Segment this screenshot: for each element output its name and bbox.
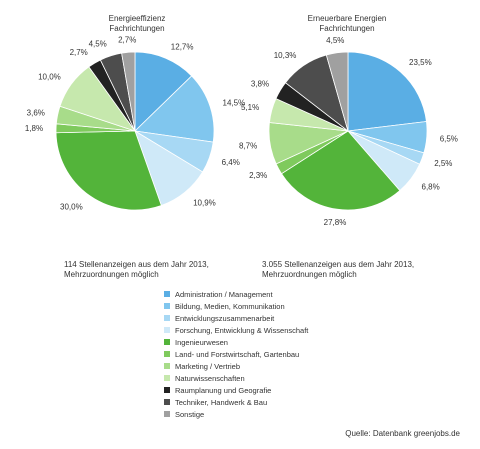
slice-label: 3,8% [251, 80, 269, 89]
legend-item: Ingenieurwesen [164, 336, 384, 348]
slice-label: 14,5% [223, 99, 246, 108]
legend: Administration / Management Bildung, Med… [164, 288, 384, 420]
legend-label: Entwicklungszusammenarbeit [175, 313, 275, 323]
slice-label: 6,4% [222, 158, 240, 167]
pie-erneuerbare-energien: 23,5% 6,5% 2,5% 6,8% 27,8% 2,3% 8,7% 5,1% 3,8% 10… [239, 14, 458, 227]
legend-item: Marketing / Vertrieb [164, 360, 384, 372]
chart-title-line: Fachrichtungen [319, 24, 374, 33]
legend-swatch [164, 375, 170, 381]
sample-note-erneuerbare: 3.055 Stellenanzeigen aus dem Jahr 2013,… [262, 260, 462, 280]
legend-label: Bildung, Medien, Kommunikation [175, 301, 285, 311]
legend-swatch [164, 315, 170, 321]
legend-swatch [164, 303, 170, 309]
slice-label: 2,5% [434, 159, 452, 168]
slice-label: 5,1% [241, 103, 259, 112]
legend-item: Sonstige [164, 408, 384, 420]
pie-energieeffizienz: 12,7% 14,5% 6,4% 10,9% 30,0% 1,8% 3,6% 10,0% 2,7… [25, 14, 245, 212]
legend-swatch [164, 327, 170, 333]
note-line: 114 Stellenanzeigen aus dem Jahr 2013, [64, 260, 209, 269]
chart-title-line: Energieeffizienz [109, 14, 166, 23]
slice-label: 27,8% [324, 218, 347, 227]
note-line: Mehrzuordnungen möglich [262, 270, 357, 279]
legend-item: Bildung, Medien, Kommunikation [164, 300, 384, 312]
legend-swatch [164, 351, 170, 357]
legend-label: Marketing / Vertrieb [175, 361, 241, 371]
pie-slice [134, 75, 215, 143]
slice-label: 4,5% [326, 36, 344, 45]
legend-item: Raumplanung und Geografie [164, 384, 384, 396]
note-line: 3.055 Stellenanzeigen aus dem Jahr 2013, [262, 260, 415, 269]
pie-slice [134, 51, 193, 132]
legend-label: Administration / Management [175, 289, 273, 299]
legend-item: Administration / Management [164, 288, 384, 300]
slice-label: 2,7% [70, 48, 88, 57]
legend-label: Forschung, Entwicklung & Wissenschaft [175, 325, 309, 335]
legend-swatch [164, 387, 170, 393]
slice-label: 4,5% [89, 39, 107, 48]
chart-title-line: Fachrichtungen [109, 24, 164, 33]
legend-label: Ingenieurwesen [175, 337, 228, 347]
slice-label: 12,7% [171, 42, 194, 51]
slice-label: 3,6% [27, 108, 45, 117]
legend-swatch [164, 363, 170, 369]
slice-label: 30,0% [60, 203, 83, 212]
legend-swatch [164, 399, 170, 405]
sample-note-energieeffizienz: 114 Stellenanzeigen aus dem Jahr 2013, M… [64, 260, 264, 280]
pie-slice [347, 51, 427, 132]
slice-label: 10,0% [38, 73, 61, 82]
legend-item: Forschung, Entwicklung & Wissenschaft [164, 324, 384, 336]
legend-label: Sonstige [175, 409, 205, 419]
slice-label: 6,5% [440, 134, 458, 143]
pie-slice [325, 51, 349, 132]
legend-item: Entwicklungszusammenarbeit [164, 312, 384, 324]
legend-label: Raumplanung und Geografie [175, 385, 272, 395]
slice-label: 2,7% [118, 35, 136, 44]
legend-item: Techniker, Handwerk & Bau [164, 396, 384, 408]
pie-slice [55, 130, 162, 211]
slice-label: 23,5% [409, 58, 432, 67]
slice-label: 2,3% [249, 171, 267, 180]
chart-title-line: Erneuerbare Energien [308, 14, 387, 23]
legend-label: Land- und Forstwirtschaft, Gartenbau [175, 349, 300, 359]
slice-label: 10,3% [274, 51, 297, 60]
legend-item: Naturwissenschaften [164, 372, 384, 384]
pie-slice [121, 51, 136, 132]
pie-slice [280, 130, 401, 211]
legend-item: Land- und Forstwirtschaft, Gartenbau [164, 348, 384, 360]
legend-swatch [164, 411, 170, 417]
note-line: Mehrzuordnungen möglich [64, 270, 159, 279]
slice-label: 1,8% [25, 124, 43, 133]
legend-swatch [164, 291, 170, 297]
legend-label: Naturwissenschaften [175, 373, 245, 383]
legend-swatch [164, 339, 170, 345]
legend-label: Techniker, Handwerk & Bau [175, 397, 268, 407]
slice-label: 8,7% [239, 142, 257, 151]
source-note: Quelle: Datenbank greenjobs.de [345, 429, 460, 438]
slice-label: 6,8% [422, 182, 440, 191]
slice-label: 10,9% [193, 198, 216, 207]
